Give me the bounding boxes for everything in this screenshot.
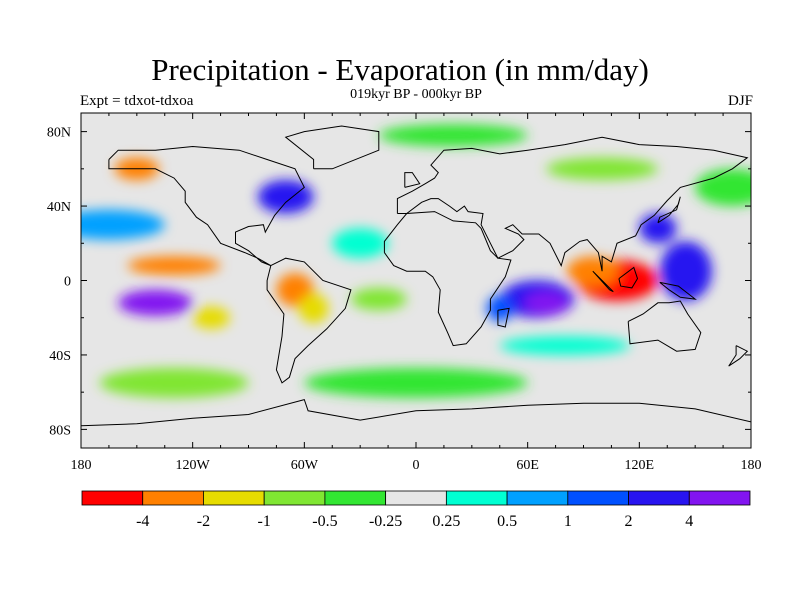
colorbar-swatch [324, 490, 387, 506]
lon-tick-label: 120E [625, 458, 655, 473]
anomaly-field [81, 124, 751, 398]
lon-tick-label: 0 [413, 458, 420, 473]
coastline-japan [657, 196, 681, 224]
coastline-new-zealand [728, 345, 749, 367]
colorbar-label: 2 [625, 513, 633, 530]
anomaly-region-indian-ocean-wet-2 [523, 291, 569, 315]
coastline-madagascar [497, 307, 510, 328]
anomaly-region-siberia-green [546, 157, 658, 180]
colorbar-label: -2 [197, 513, 210, 530]
colorbar-swatch [263, 490, 326, 506]
lat-tick-label: 40N [47, 200, 71, 215]
colorbar-label: -0.5 [312, 513, 337, 530]
coastline-australia [627, 300, 702, 352]
anomaly-region-atlantic-cyan [332, 228, 389, 259]
colorbar-label: 4 [685, 513, 693, 530]
colorbar-swatch [203, 490, 265, 506]
coastline-borneo [618, 266, 639, 289]
lon-tick-label: 180 [741, 458, 762, 473]
coastline-south-america [266, 257, 352, 384]
lon-tick-label: 60W [291, 458, 319, 473]
experiment-label: Expt = tdxot-tdxoa [80, 93, 194, 109]
colorbar-label: -1 [258, 513, 271, 530]
colorbar-label: -0.25 [369, 513, 402, 530]
colorbar-swatch [142, 490, 204, 506]
coastline-british-isles [404, 172, 421, 188]
anomaly-region-north-pacific-wet [81, 209, 165, 240]
lon-tick-label: 120W [176, 458, 211, 473]
anomaly-region-southeast-pacific-yellow [192, 306, 230, 329]
map-ticks: 180 120W 60W 0 60E 120E 180 80N 40N 0 40S 80S [47, 113, 762, 473]
anomaly-region-southern-ocean-green [304, 367, 528, 398]
anomaly-region-indonesia-dry-2 [566, 256, 619, 287]
lat-tick-label: 0 [64, 275, 71, 290]
coastline-sumatra [592, 270, 614, 293]
coastline-eurasia [396, 136, 749, 272]
coastline-new-guinea [659, 281, 697, 300]
anomaly-region-south-atlantic-green [350, 287, 407, 311]
season-label: DJF [727, 93, 753, 109]
coastline-africa [383, 211, 512, 347]
map-subtitle: 019kyr BP - 000kyr BP [350, 87, 482, 102]
lat-tick-label: 80S [49, 423, 71, 438]
coastline-greenland [284, 125, 380, 170]
colorbar-swatch [385, 490, 447, 506]
colorbar-swatch [567, 490, 629, 506]
anomaly-region-south-indian-wet [499, 336, 631, 355]
colorbar-swatch [506, 490, 569, 506]
colorbar-swatch [81, 490, 144, 506]
colorbar-label: 0.5 [497, 513, 517, 530]
anomaly-region-north-atlantic-wet [257, 180, 314, 214]
anomaly-region-arctic-green [378, 124, 528, 147]
anomaly-region-west-pacific-wet [659, 241, 712, 301]
anomaly-region-south-pacific-green [99, 367, 249, 398]
colorbar: -4 -2 -1 -0.5 -0.25 0.25 0.5 1 2 4 [81, 490, 751, 530]
anomaly-region-brazil-dry [298, 293, 329, 324]
colorbar-label: 1 [564, 513, 572, 530]
lon-tick-label: 60E [516, 458, 539, 473]
anomaly-region-madagascar-wet [486, 295, 513, 322]
anomaly-region-east-china-wet [639, 213, 677, 244]
lon-tick-label: 180 [71, 458, 92, 473]
lat-tick-label: 80N [47, 126, 71, 141]
coastline-north-america [108, 145, 305, 267]
anomaly-region-north-pacific-green [695, 168, 751, 207]
map-title: Precipitation - Evaporation (in mm/day) [151, 52, 649, 87]
anomaly-region-south-pacific-wet [118, 289, 193, 316]
colorbar-swatch [688, 490, 751, 506]
colorbar-swatch [445, 490, 508, 506]
colorbar-label: -4 [136, 513, 149, 530]
colorbar-swatch [628, 490, 690, 506]
coastlines [81, 125, 751, 427]
anomaly-region-east-pacific-dry [127, 256, 221, 275]
colorbar-label: 0.25 [432, 513, 460, 530]
lat-tick-label: 40S [49, 349, 71, 364]
coastline-antarctica [81, 398, 751, 427]
